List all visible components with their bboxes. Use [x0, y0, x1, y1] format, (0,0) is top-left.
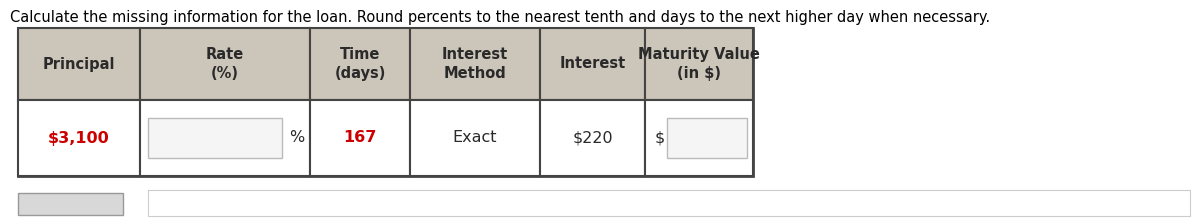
- Bar: [140, 28, 310, 100]
- Bar: [18, 193, 124, 215]
- Bar: [646, 100, 754, 176]
- Bar: [667, 118, 746, 158]
- Bar: [140, 100, 310, 176]
- Bar: [18, 28, 754, 176]
- Bar: [410, 28, 540, 100]
- Bar: [310, 28, 410, 100]
- Text: %: %: [289, 130, 305, 145]
- Bar: [18, 100, 140, 176]
- Bar: [18, 28, 140, 100]
- Text: Interest
Method: Interest Method: [442, 47, 508, 81]
- Text: $3,100: $3,100: [48, 130, 110, 145]
- Text: $220: $220: [572, 130, 613, 145]
- Bar: [148, 190, 1190, 216]
- Text: Time
(days): Time (days): [335, 47, 385, 81]
- Text: Principal: Principal: [43, 57, 115, 72]
- Bar: [410, 100, 540, 176]
- Bar: [148, 118, 282, 158]
- Bar: [646, 28, 754, 100]
- Text: Exact: Exact: [452, 130, 497, 145]
- Bar: [540, 100, 646, 176]
- Text: $: $: [655, 130, 665, 145]
- Bar: [540, 28, 646, 100]
- Text: 167: 167: [343, 130, 377, 145]
- Text: Calculate the missing information for the loan. Round percents to the nearest te: Calculate the missing information for th…: [10, 10, 990, 25]
- Text: Interest: Interest: [559, 57, 625, 72]
- Bar: [310, 100, 410, 176]
- Text: Rate
(%): Rate (%): [206, 47, 244, 81]
- Text: Maturity Value
(in $): Maturity Value (in $): [638, 47, 760, 81]
